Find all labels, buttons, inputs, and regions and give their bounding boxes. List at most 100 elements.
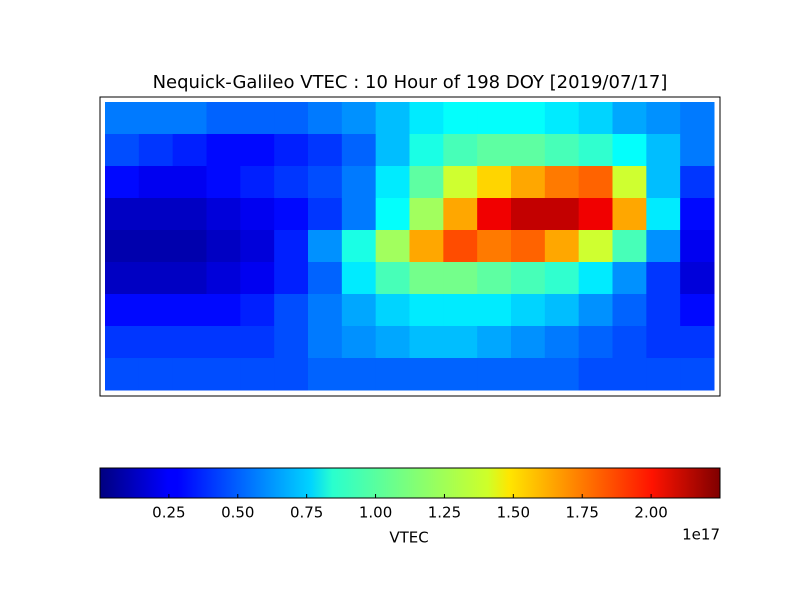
- heat-cell: [477, 294, 512, 327]
- heat-cell: [477, 230, 512, 263]
- heat-cell: [477, 326, 512, 359]
- heat-cell: [341, 358, 377, 391]
- heat-cell: [375, 102, 410, 135]
- heat-cell: [274, 134, 309, 167]
- heat-cell: [308, 134, 343, 167]
- heat-cell: [578, 294, 613, 327]
- heat-cell: [409, 134, 444, 167]
- heat-cell: [206, 294, 241, 327]
- heat-cell: [409, 262, 444, 295]
- heat-cell: [206, 262, 241, 295]
- heat-cell: [105, 102, 140, 135]
- heat-cell: [646, 358, 681, 391]
- heat-cell: [680, 326, 715, 359]
- colorbar-tick-label: 0.75: [290, 504, 323, 522]
- heat-cell: [375, 326, 410, 359]
- heat-cell: [240, 166, 275, 199]
- heat-cell: [172, 294, 207, 327]
- heat-cell: [138, 134, 174, 167]
- heat-cell: [341, 294, 377, 327]
- heat-cell: [105, 134, 140, 167]
- heat-cell: [477, 166, 512, 199]
- heat-cell: [308, 294, 343, 327]
- heat-cell: [274, 102, 309, 135]
- heat-cell: [138, 262, 174, 295]
- heat-cell: [240, 230, 275, 263]
- heat-cell: [646, 102, 681, 135]
- heat-cell: [274, 262, 309, 295]
- map-frame: [99, 96, 721, 397]
- heat-cell: [240, 358, 275, 391]
- heat-cell: [172, 198, 207, 231]
- heat-cell: [443, 102, 478, 135]
- heat-cell: [274, 326, 309, 359]
- heat-cell: [308, 262, 343, 295]
- heat-cell: [646, 262, 681, 295]
- heat-cell: [375, 230, 410, 263]
- heat-cell: [612, 358, 647, 391]
- heat-cell: [375, 198, 410, 231]
- heat-cell: [308, 198, 343, 231]
- heat-cell: [240, 102, 275, 135]
- colorbar-tick-label: 1.50: [497, 504, 530, 522]
- heat-cell: [138, 166, 174, 199]
- heat-cell: [341, 102, 377, 135]
- heat-cell: [612, 198, 647, 231]
- heat-cell: [443, 230, 478, 263]
- heat-cell: [138, 326, 174, 359]
- heat-cell: [308, 230, 343, 263]
- heat-cell: [680, 230, 715, 263]
- heat-cell: [544, 134, 580, 167]
- heat-cell: [544, 102, 580, 135]
- heat-cell: [578, 134, 613, 167]
- heat-cell: [544, 230, 580, 263]
- heat-cell: [646, 198, 681, 231]
- heat-cell: [274, 358, 309, 391]
- heat-cell: [138, 230, 174, 263]
- heat-cell: [612, 326, 647, 359]
- heat-cell: [409, 102, 444, 135]
- heat-cell: [206, 326, 241, 359]
- heat-cell: [105, 326, 140, 359]
- heat-cell: [206, 198, 241, 231]
- heat-cell: [578, 262, 613, 295]
- heat-cell: [274, 230, 309, 263]
- heat-cell: [105, 294, 140, 327]
- heat-cell: [341, 198, 377, 231]
- heat-cell: [544, 262, 580, 295]
- heat-cell: [409, 230, 444, 263]
- heat-cell: [240, 134, 275, 167]
- heat-cell: [646, 326, 681, 359]
- heat-cell: [680, 134, 715, 167]
- heat-cell: [375, 294, 410, 327]
- heat-cell: [578, 166, 613, 199]
- heat-cell: [375, 358, 410, 391]
- heat-cell: [443, 198, 478, 231]
- colorbar-tick-label: 1.00: [359, 504, 392, 522]
- heat-cell: [206, 358, 241, 391]
- heat-cell: [680, 102, 715, 135]
- heat-cell: [105, 262, 140, 295]
- colorbar-tick-label: 1.75: [566, 504, 599, 522]
- colorbar-tick-label: 0.25: [152, 504, 185, 522]
- heat-cell: [578, 326, 613, 359]
- heat-cell: [612, 134, 647, 167]
- heat-cell: [172, 358, 207, 391]
- heat-cell: [578, 230, 613, 263]
- heat-cell: [544, 294, 580, 327]
- heat-cell: [511, 262, 546, 295]
- heat-cell: [105, 358, 140, 391]
- heat-cell: [544, 326, 580, 359]
- heat-cell: [375, 262, 410, 295]
- heat-cell: [138, 294, 174, 327]
- heat-cell: [308, 102, 343, 135]
- heat-cell: [409, 198, 444, 231]
- heat-cell: [172, 262, 207, 295]
- heat-cell: [172, 134, 207, 167]
- heat-cell: [612, 262, 647, 295]
- heat-cell: [409, 166, 444, 199]
- colorbar-tick-label: 0.50: [221, 504, 254, 522]
- heat-cell: [511, 326, 546, 359]
- heat-cell: [680, 262, 715, 295]
